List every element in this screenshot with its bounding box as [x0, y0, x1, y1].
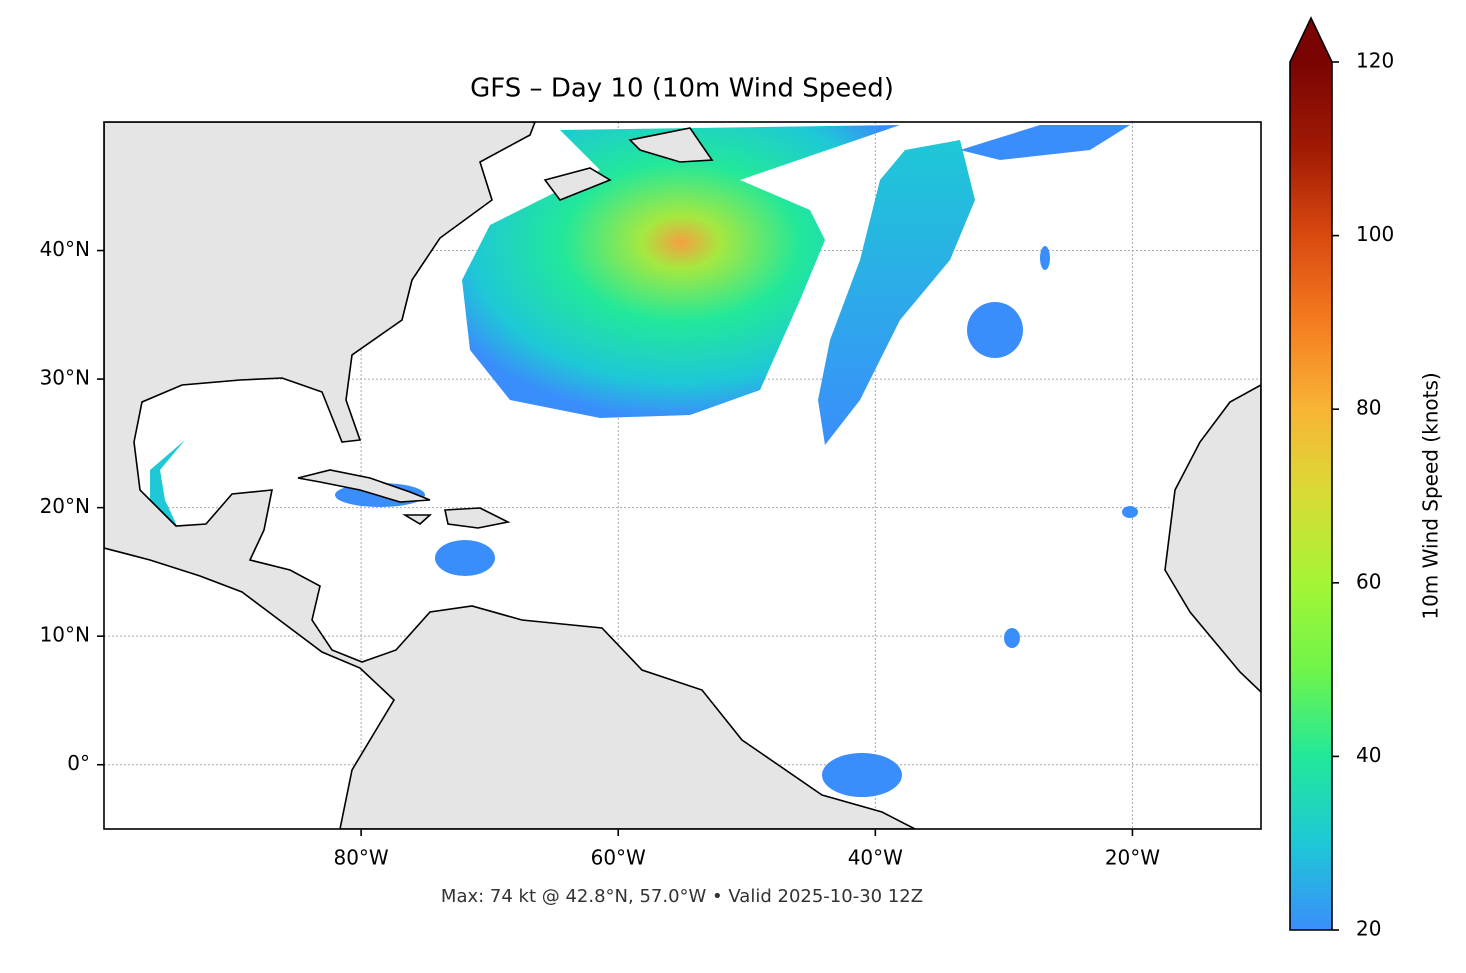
colorbar-tick-label: 60 — [1356, 569, 1381, 593]
colorbar-scale — [1290, 62, 1332, 930]
x-tick-label: 80°W — [333, 846, 388, 870]
colorbar-tick-label: 80 — [1356, 396, 1381, 420]
x-tick-label: 40°W — [848, 846, 903, 870]
map-title: GFS – Day 10 (10m Wind Speed) — [470, 74, 894, 104]
footnote: Max: 74 kt @ 42.8°N, 57.0°W • Valid 2025… — [441, 886, 923, 907]
y-tick-label: 20°N — [40, 494, 90, 518]
y-tick-label: 30°N — [40, 366, 90, 390]
land — [104, 122, 1261, 829]
map-area — [104, 122, 1261, 829]
y-tick-label: 10°N — [40, 623, 90, 647]
wind-field — [150, 125, 1138, 797]
y-tick-label: 40°N — [40, 237, 90, 261]
colorbar-tick-label: 120 — [1356, 49, 1394, 73]
colorbar-extend — [1290, 18, 1332, 62]
colorbar: 20 40 60 80 100 120 — [1289, 16, 1394, 941]
colorbar-tick-label: 40 — [1356, 743, 1381, 767]
map-frame — [103, 121, 1262, 830]
y-tick-label: 0° — [67, 751, 90, 775]
colorbar-tick-label: 100 — [1356, 222, 1394, 246]
colorbar-label: 10m Wind Speed (knots) — [1419, 372, 1443, 619]
axes: 80°W 60°W 40°W 20°W 0° 10°N 20°N 30°N 40°N — [40, 237, 1161, 869]
x-tick-label: 60°W — [591, 846, 646, 870]
colorbar-tick-label: 20 — [1356, 917, 1381, 941]
x-tick-label: 20°W — [1105, 846, 1160, 870]
colorbar-outline — [1289, 16, 1333, 931]
